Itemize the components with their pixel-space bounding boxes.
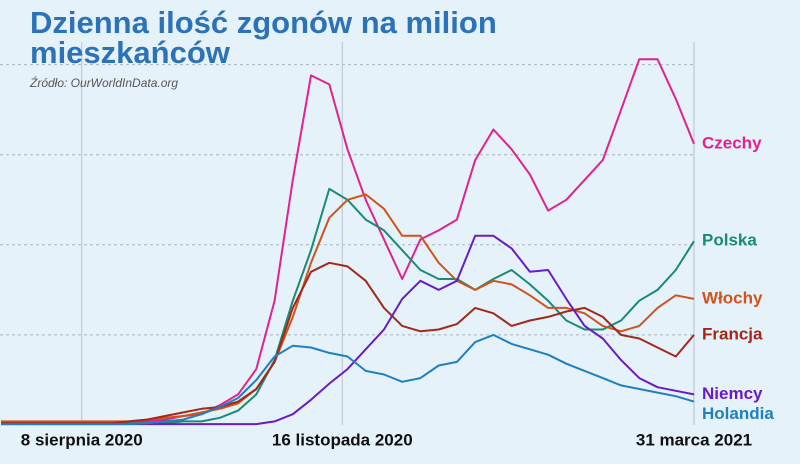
x-tick-label: 16 listopada 2020	[272, 430, 413, 449]
x-tick-label: 31 marca 2021	[636, 430, 752, 449]
x-tick-label: 8 sierpnia 2020	[21, 430, 143, 449]
series-line	[1, 234, 695, 426]
chart-title: Dzienna ilość zgonów na milion mieszkańc…	[30, 5, 497, 70]
series-label: Francja	[702, 324, 763, 343]
chart-subtitle: Źródło: OurWorldInData.org	[30, 76, 179, 90]
series-line	[1, 187, 695, 425]
series-line	[1, 261, 695, 425]
series-label: Niemcy	[702, 384, 763, 403]
series-label: Polska	[702, 231, 757, 250]
series-label: Czechy	[702, 133, 762, 152]
series-label: Włochy	[702, 288, 763, 307]
series-label: Holandia	[702, 404, 774, 423]
series-line	[1, 333, 695, 426]
series-line	[1, 193, 695, 423]
